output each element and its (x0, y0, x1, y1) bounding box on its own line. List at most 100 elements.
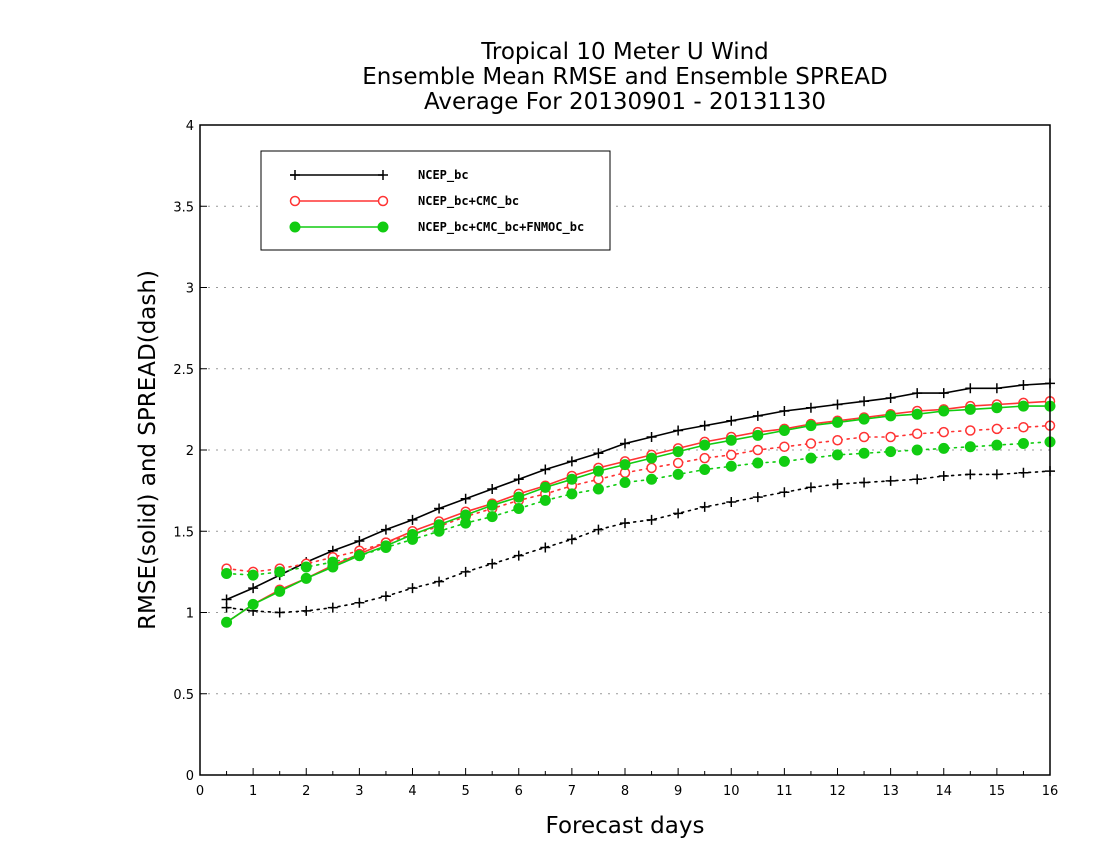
data-point (593, 524, 604, 535)
data-point (221, 594, 232, 605)
legend-entry: NCEP_bc+CMC_bc+FNMOC_bc (289, 220, 584, 235)
data-point (805, 438, 817, 449)
data-point (433, 519, 445, 531)
data-point (752, 410, 763, 421)
y-tick-label: 2 (186, 444, 194, 459)
data-point (991, 383, 1002, 394)
data-point (353, 550, 365, 562)
data-point (779, 406, 790, 416)
series-1 (221, 378, 1055, 618)
y-axis: 0 0.5 1 1.5 2 2.5 3 3.5 4 (173, 119, 207, 784)
legend-entry: NCEP_bc (290, 168, 469, 183)
data-point (858, 431, 870, 443)
data-point (289, 221, 301, 233)
x-tick-label: 0 (196, 784, 204, 799)
data-point (378, 170, 388, 180)
data-point (274, 585, 286, 597)
data-point (327, 602, 338, 613)
spread-line (225, 424, 1051, 573)
data-point (964, 441, 976, 453)
data-point (832, 435, 843, 446)
legend-entry: NCEP_bc+CMC_bc (289, 194, 519, 209)
data-point (778, 425, 790, 436)
data-point (699, 452, 710, 464)
data-point (1017, 400, 1029, 412)
x-axis-label: Forecast days (546, 813, 705, 839)
data-point (938, 388, 949, 399)
x-tick-label: 3 (355, 784, 363, 799)
spread-line (225, 470, 1051, 614)
title-line-2: Ensemble Mean RMSE and Ensemble SPREAD (362, 64, 887, 90)
data-point (513, 503, 525, 514)
data-point (938, 442, 950, 454)
x-tick-label: 12 (829, 784, 846, 799)
data-point (290, 170, 300, 180)
data-point (407, 583, 418, 594)
y-axis-label: RMSE(solid) and SPREAD(dash) (135, 270, 161, 630)
data-point (646, 452, 658, 464)
data-point (672, 457, 684, 469)
x-tick-label: 7 (568, 784, 576, 799)
data-point (434, 576, 445, 587)
data-point (486, 499, 498, 511)
y-tick-label: 4 (186, 119, 194, 134)
x-tick-label: 6 (515, 784, 523, 799)
data-point (991, 469, 1002, 480)
data-point (221, 616, 233, 628)
data-point (885, 410, 897, 422)
data-point (832, 399, 843, 410)
data-point (859, 396, 870, 407)
rmse-line (226, 400, 1051, 623)
data-point (460, 566, 471, 577)
y-tick-label: 1 (186, 607, 194, 622)
data-point (380, 524, 391, 535)
data-point (832, 479, 843, 490)
data-point (885, 475, 896, 486)
y-tick-label: 3.5 (173, 200, 194, 215)
data-point (1017, 438, 1029, 449)
data-point (487, 558, 498, 569)
data-point (248, 583, 259, 594)
data-point (592, 465, 604, 477)
data-point (964, 403, 976, 415)
data-point (673, 425, 684, 436)
data-point (247, 569, 259, 581)
x-tick-label: 11 (776, 784, 793, 799)
y-tick-label: 0 (186, 769, 194, 784)
data-point (247, 598, 259, 610)
data-point (300, 572, 312, 584)
series-layer (221, 378, 1056, 628)
data-point (752, 492, 763, 503)
data-point (487, 484, 498, 494)
data-point (938, 471, 949, 481)
data-point (619, 477, 631, 488)
data-point (380, 591, 391, 602)
data-point (858, 413, 870, 425)
data-point (407, 514, 418, 525)
data-point (274, 566, 286, 578)
data-point (646, 514, 657, 525)
data-point (407, 529, 418, 540)
chart-title: Tropical 10 Meter U Wind Ensemble Mean R… (362, 39, 887, 115)
data-point (805, 482, 816, 493)
data-point (566, 534, 577, 545)
legend-label: NCEP_bc+CMC_bc+FNMOC_bc (418, 220, 584, 235)
data-point (805, 402, 816, 413)
data-point (434, 503, 445, 514)
data-point (619, 459, 631, 471)
data-point (566, 488, 578, 500)
legend-label: NCEP_bc+CMC_bc (418, 194, 519, 209)
y-tick-label: 3 (186, 282, 194, 297)
data-point (566, 456, 577, 467)
data-point (725, 434, 737, 446)
x-tick-label: 2 (302, 784, 310, 799)
data-point (752, 429, 764, 441)
data-point (726, 497, 737, 507)
data-point (377, 221, 389, 233)
data-point (699, 439, 711, 451)
data-point (377, 195, 389, 207)
data-point (965, 383, 976, 394)
data-point (912, 388, 923, 399)
x-tick-label: 14 (935, 784, 952, 799)
